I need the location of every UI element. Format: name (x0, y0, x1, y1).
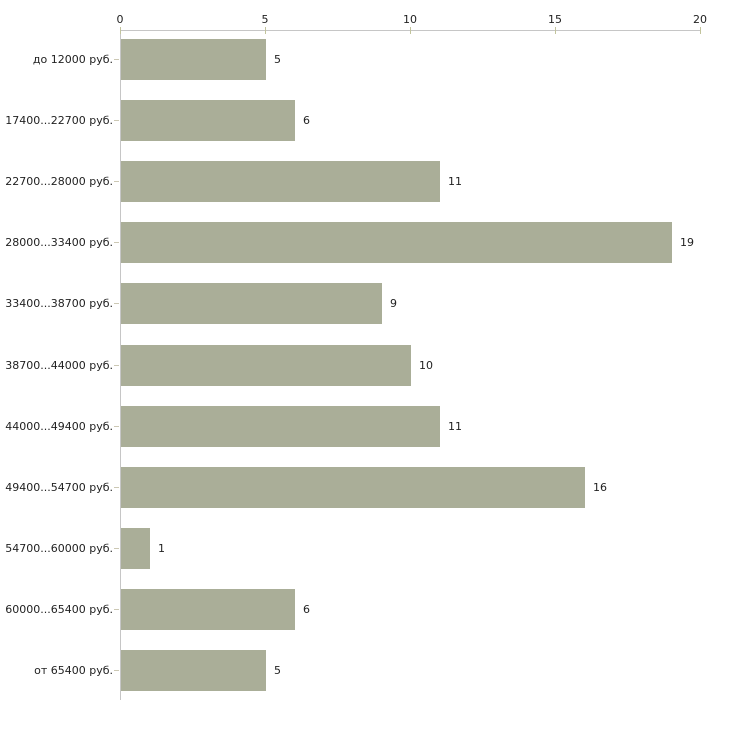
x-tick (120, 27, 121, 34)
category-tick (114, 670, 119, 671)
category-tick (114, 487, 119, 488)
category-label: от 65400 руб. (34, 664, 113, 677)
category-label: 22700...28000 руб. (5, 175, 113, 188)
category-label: 49400...54700 руб. (5, 481, 113, 494)
x-tick (265, 27, 266, 34)
bar (121, 650, 266, 691)
category-label: 28000...33400 руб. (5, 236, 113, 249)
category-tick (114, 181, 119, 182)
bar-value-label: 19 (680, 236, 694, 249)
category-label: 60000...65400 руб. (5, 603, 113, 616)
bar (121, 467, 585, 508)
category-tick (114, 120, 119, 121)
category-tick (114, 59, 119, 60)
category-tick (114, 365, 119, 366)
bar (121, 222, 672, 263)
x-tick-label: 0 (116, 13, 124, 26)
x-tick-label: 5 (261, 13, 269, 26)
category-label: 33400...38700 руб. (5, 297, 113, 310)
x-tick (555, 27, 556, 34)
x-tick-label: 20 (693, 13, 707, 26)
x-tick (700, 27, 701, 34)
bar (121, 161, 440, 202)
category-tick (114, 609, 119, 610)
bar-value-label: 6 (303, 603, 310, 616)
category-label: 54700...60000 руб. (5, 542, 113, 555)
bar (121, 39, 266, 80)
bar (121, 589, 295, 630)
x-tick (410, 27, 411, 34)
category-label: до 12000 руб. (32, 53, 113, 66)
bar (121, 345, 411, 386)
bar-value-label: 5 (274, 664, 281, 677)
category-tick (114, 303, 119, 304)
bar (121, 100, 295, 141)
category-label: 38700...44000 руб. (5, 359, 113, 372)
bar-value-label: 16 (593, 481, 607, 494)
category-tick (114, 242, 119, 243)
category-tick (114, 426, 119, 427)
bar-value-label: 5 (274, 53, 281, 66)
x-tick-label: 10 (403, 13, 417, 26)
bar (121, 283, 382, 324)
bar-value-label: 1 (158, 542, 165, 555)
bar-value-label: 10 (419, 359, 433, 372)
bar-value-label: 9 (390, 297, 397, 310)
bar-value-label: 11 (448, 420, 462, 433)
bar (121, 528, 150, 569)
bar-value-label: 6 (303, 114, 310, 127)
category-label: 17400...22700 руб. (5, 114, 113, 127)
bar-value-label: 11 (448, 175, 462, 188)
bar (121, 406, 440, 447)
category-tick (114, 548, 119, 549)
category-label: 44000...49400 руб. (5, 420, 113, 433)
x-tick-label: 15 (548, 13, 562, 26)
y-axis-line (120, 30, 121, 700)
